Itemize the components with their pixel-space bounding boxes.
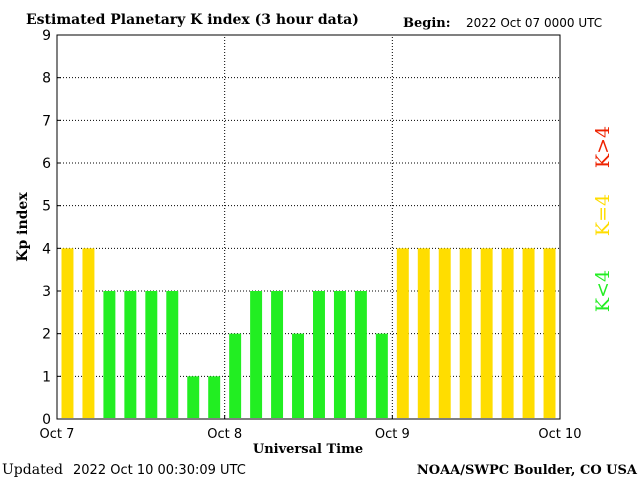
bar [501,248,514,418]
bar [187,376,200,418]
bars [61,248,556,418]
y-tick-label: 8 [42,71,51,87]
y-tick-label: 9 [42,28,51,44]
bar [292,333,304,418]
bar [61,248,74,418]
updated-value: 2022 Oct 10 00:30:09 UTC [73,463,246,478]
begin-value: 2022 Oct 07 0000 UTC [466,16,602,30]
updated-label: Updated [2,462,63,478]
bar [438,248,451,418]
y-tick-label: 3 [42,284,51,300]
bar [166,291,179,418]
bar [271,291,284,418]
legend-item: K<4 [592,270,614,312]
bar [396,248,409,418]
bar [250,291,263,418]
bar [333,291,346,418]
bar [208,376,221,418]
x-tick-label: Oct 10 [538,427,581,442]
legend-item: K=4 [592,194,614,236]
x-tick-label: Oct 9 [375,427,410,442]
x-tick-label: Oct 8 [207,427,242,442]
bar [480,248,493,418]
bar [124,291,137,418]
plot-area [56,34,561,420]
y-tick-label: 6 [42,156,51,172]
bar [354,291,367,418]
bar [313,291,325,418]
bar [459,248,472,418]
y-tick-label: 7 [42,113,51,129]
legend-item: K>4 [592,126,614,168]
bar [375,333,388,418]
y-tick-label: 0 [42,412,51,428]
chart-title: Estimated Planetary K index (3 hour data… [26,12,359,28]
legend: K<4 K=4 K>4 [592,126,614,312]
bar [82,248,95,418]
y-tick-label: 2 [42,327,51,343]
y-tick-label: 5 [42,199,51,215]
bar [522,248,535,418]
y-tick-label: 1 [42,369,51,385]
x-axis-ticks: Oct 7 Oct 8 Oct 9 Oct 10 [40,415,582,442]
bar [417,248,430,418]
y-axis-label: Kp index [15,192,31,262]
begin-label: Begin: [403,16,451,31]
x-tick-label: Oct 7 [40,427,75,442]
grid-lines [57,34,560,419]
y-axis-ticks: 0 1 2 3 4 5 6 7 8 9 [42,28,61,428]
bar [103,291,116,418]
credit-text: NOAA/SWPC Boulder, CO USA [417,463,638,478]
x-axis-label: Universal Time [253,442,363,457]
bar [229,333,242,418]
bar [543,248,556,418]
bar [145,291,158,418]
y-tick-label: 4 [42,241,51,257]
